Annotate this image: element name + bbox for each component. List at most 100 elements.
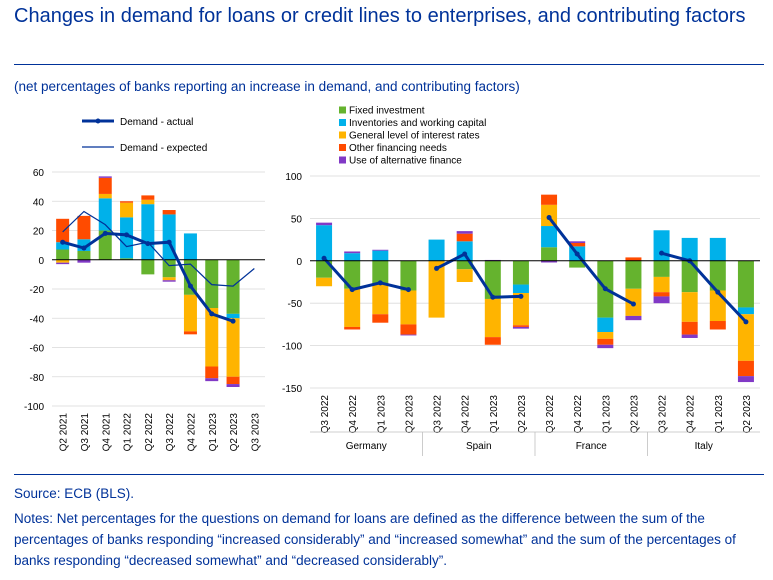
bar-france-q2-2023-other-financing-needs (625, 257, 642, 261)
bar-germany-q3-2022-use-of-alternative-finance (316, 222, 333, 226)
legend-swatch-use-of-alternative-finance (339, 156, 346, 164)
bar-germany-q2-2023-general-level-of-interest-rates (400, 290, 417, 325)
x-tick-label-left: Q4 2021 (101, 413, 112, 452)
bar-left-q2-2021-other-financing-needs (56, 218, 70, 243)
footer-divider (14, 474, 764, 475)
bar-spain-q3-2022-general-level-of-interest-rates (428, 260, 445, 318)
bar-left-q4-2022-other-financing-needs (183, 331, 197, 335)
bar-germany-q4-2022-inventories-and-working-capital (344, 253, 361, 261)
bar-germany-q3-2022-inventories-and-working-capital (316, 225, 333, 261)
bar-left-q1-2022-fixed-investment (120, 258, 134, 260)
x-tick-label-left: Q2 2021 (59, 413, 70, 452)
bar-italy-q3-2022-fixed-investment (653, 260, 670, 277)
bar-italy-q3-2022-general-level-of-interest-rates (653, 276, 670, 293)
page-title: Changes in demand for loans or credit li… (14, 5, 746, 27)
bar-italy-q1-2023-fixed-investment (709, 260, 726, 291)
bar-left-q3-2021-use-of-alternative-finance (77, 259, 91, 263)
bar-left-q1-2023-general-level-of-interest-rates (205, 308, 219, 367)
bar-france-q2-2023-fixed-investment (625, 260, 642, 289)
bar-spain-q3-2022-inventories-and-working-capital (428, 239, 445, 261)
x-tick-label-spain: Q2 2023 (517, 395, 528, 434)
y-tick-label-right: -50 (288, 299, 303, 310)
bar-italy-q2-2023-general-level-of-interest-rates (737, 314, 754, 361)
y-tick-label-left: 40 (33, 197, 45, 208)
bar-left-q4-2021-other-financing-needs (98, 177, 112, 194)
bar-france-q3-2022-fixed-investment (541, 247, 558, 261)
bar-france-q3-2022-use-of-alternative-finance (541, 260, 558, 263)
bar-left-q3-2021-other-financing-needs (77, 215, 91, 240)
notes-text: Notes: Net percentages for the questions… (14, 511, 736, 568)
y-tick-label-left: 60 (33, 168, 45, 179)
y-tick-label-right: 100 (285, 172, 302, 183)
bar-left-q3-2022-general-level-of-interest-rates (162, 277, 176, 281)
bar-germany-q4-2022-other-financing-needs (344, 326, 361, 330)
bar-germany-q3-2022-general-level-of-interest-rates (316, 277, 333, 287)
bar-left-q2-2023-inventories-and-working-capital (226, 313, 240, 319)
demand-actual-point-italy (659, 250, 665, 256)
bar-left-q4-2022-fixed-investment (183, 259, 197, 295)
legend-swatch-inventories-and-working-capital (339, 119, 346, 126)
demand-actual-point-germany (377, 280, 383, 286)
x-tick-label-france: Q2 2023 (629, 395, 640, 434)
bar-france-q1-2023-general-level-of-interest-rates (597, 332, 614, 339)
demand-actual-point-spain (490, 294, 496, 300)
legend-label-other-financing-needs: Other financing needs (349, 143, 447, 154)
group-label-france: France (576, 441, 608, 452)
x-tick-label-france: Q4 2022 (573, 395, 584, 434)
bar-left-q2-2023-fixed-investment (226, 259, 240, 314)
bar-left-q2-2023-use-of-alternative-finance (226, 384, 240, 387)
bar-left-q3-2021-fixed-investment (77, 250, 91, 260)
bar-italy-q3-2022-use-of-alternative-finance (653, 296, 670, 304)
bar-left-q4-2022-inventories-and-working-capital (183, 233, 197, 260)
x-tick-label-france: Q3 2022 (545, 395, 556, 434)
bar-italy-q4-2022-use-of-alternative-finance (681, 334, 698, 338)
bar-france-q4-2022-other-financing-needs (569, 242, 586, 247)
bar-spain-q1-2023-fixed-investment (484, 260, 501, 299)
demand-actual-point-spain (434, 265, 440, 271)
demand-actual-point (124, 232, 130, 238)
x-tick-label-left: Q4 2022 (186, 413, 197, 452)
bar-france-q1-2023-use-of-alternative-finance (597, 344, 614, 349)
bar-france-q4-2022-fixed-investment (569, 260, 586, 268)
bar-spain-q1-2023-general-level-of-interest-rates (484, 298, 501, 338)
bar-spain-q4-2022-fixed-investment (456, 260, 473, 270)
x-tick-label-left: Q1 2023 (208, 413, 219, 452)
demand-actual-point (166, 239, 172, 245)
bar-italy-q1-2023-other-financing-needs (709, 321, 726, 330)
y-tick-label-left: 20 (33, 227, 45, 238)
bar-germany-q2-2023-use-of-alternative-finance (400, 334, 417, 336)
bar-spain-q4-2022-use-of-alternative-finance (456, 231, 473, 234)
bar-france-q2-2023-use-of-alternative-finance (625, 315, 642, 321)
demand-actual-point-italy (715, 289, 721, 295)
bar-italy-q1-2023-inventories-and-working-capital (709, 237, 726, 261)
demand-actual-point (145, 241, 151, 247)
bar-left-q2-2022-inventories-and-working-capital (141, 204, 155, 260)
y-tick-label-left: 0 (38, 256, 44, 267)
bar-left-q3-2022-fixed-investment (162, 259, 176, 278)
x-tick-label-spain: Q4 2022 (461, 395, 472, 434)
demand-actual-point-france (574, 251, 580, 257)
x-tick-label-germany: Q2 2023 (404, 395, 415, 434)
bar-left-q1-2023-other-financing-needs (205, 366, 219, 379)
bar-spain-q2-2023-use-of-alternative-finance (512, 326, 529, 329)
bar-italy-q2-2023-other-financing-needs (737, 360, 754, 377)
y-tick-label-left: -20 (30, 285, 45, 296)
legend-label-general-level-of-interest-rates: General level of interest rates (349, 131, 480, 142)
bar-spain-q2-2023-other-financing-needs (512, 325, 529, 327)
demand-actual-point-france (602, 286, 608, 292)
legend-label-fixed-investment: Fixed investment (349, 106, 425, 117)
demand-actual-point (81, 245, 87, 251)
demand-actual-point-spain (518, 293, 524, 299)
demand-actual-point-spain (462, 251, 468, 257)
x-tick-label-italy: Q2 2023 (742, 395, 753, 434)
bar-italy-q4-2022-general-level-of-interest-rates (681, 292, 698, 322)
bar-left-q1-2022-general-level-of-interest-rates (120, 202, 134, 218)
chart-subtitle: (net percentages of banks reporting an i… (14, 79, 520, 94)
bar-left-q4-2021-inventories-and-working-capital (98, 198, 112, 231)
demand-actual-point (209, 311, 215, 317)
bar-germany-q1-2023-general-level-of-interest-rates (372, 284, 389, 315)
bar-italy-q4-2022-other-financing-needs (681, 321, 698, 335)
bar-spain-q4-2022-general-level-of-interest-rates (456, 269, 473, 282)
bar-left-q2-2021-use-of-alternative-finance (56, 262, 70, 265)
bar-germany-q1-2023-inventories-and-working-capital (372, 250, 389, 261)
